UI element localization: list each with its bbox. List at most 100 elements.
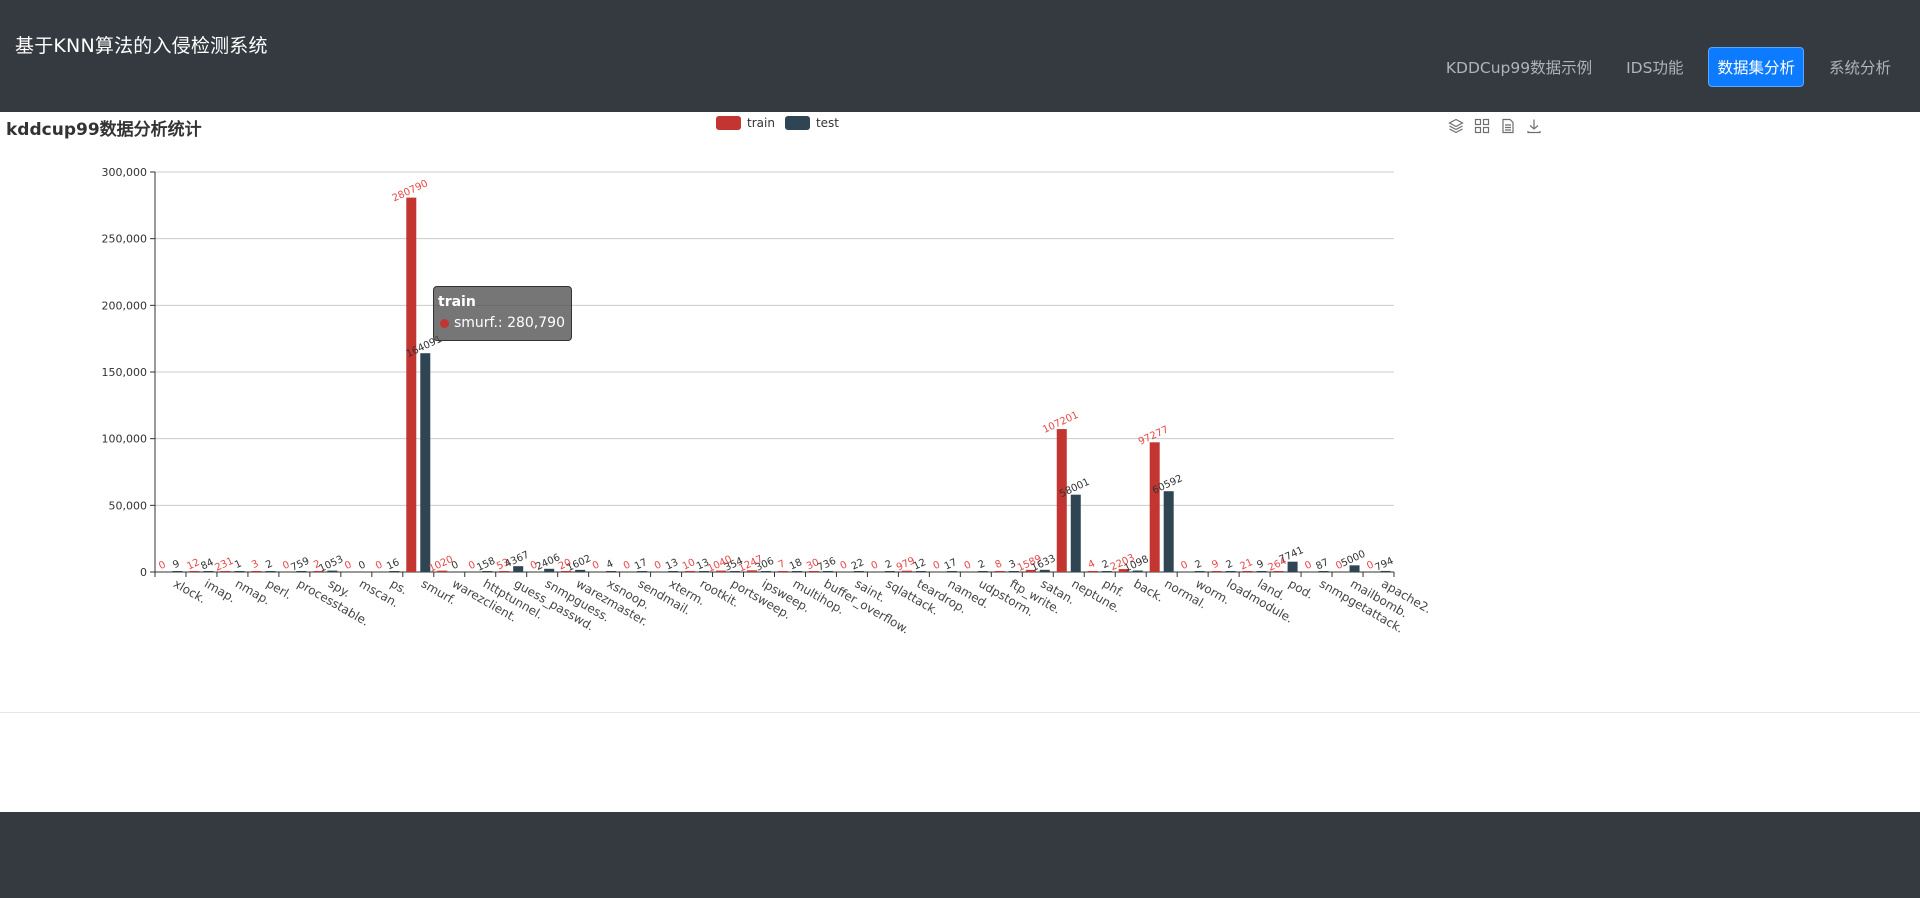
bar-test	[1318, 571, 1329, 572]
bar-test	[544, 568, 555, 572]
data-label-test: 87	[1314, 557, 1330, 572]
data-label-test: 3	[1008, 558, 1018, 571]
data-label-train: 0	[1365, 559, 1375, 572]
brand-title[interactable]: 基于KNN算法的入侵检测系统	[15, 35, 268, 57]
bar-train	[437, 570, 448, 572]
bar-chart: 0 50,000 100,000 150,000 200,000 250,000 300,0…	[102, 166, 1434, 637]
data-label-train: 12	[185, 557, 201, 572]
x-tick-label: back.	[1131, 576, 1166, 604]
data-label-test: 84	[199, 557, 215, 572]
grid-icon[interactable]	[1474, 118, 1490, 134]
data-label-train: 0	[653, 559, 663, 572]
data-label-train: 0	[591, 559, 601, 572]
section-divider	[0, 712, 1920, 713]
bar-train	[189, 571, 200, 572]
cube-icon[interactable]	[1448, 118, 1464, 134]
data-label-train: 9	[1210, 558, 1220, 571]
data-label-train: 8	[994, 558, 1004, 571]
x-tick-label: imap.	[202, 576, 238, 605]
bar-train	[499, 571, 510, 572]
bar-test	[699, 571, 710, 572]
data-label-train: 0	[870, 559, 880, 572]
bar-test	[977, 571, 988, 572]
data-label-train: 0	[1179, 559, 1189, 572]
data-label-train: 30	[805, 557, 821, 572]
bar-train	[685, 571, 696, 572]
y-tick-label: 0	[140, 566, 147, 579]
y-tick-label: 50,000	[109, 499, 148, 512]
tooltip-value: smurf.: 280,790	[454, 315, 565, 331]
legend-item-train[interactable]: train	[716, 116, 775, 130]
nav-item-ids-functions[interactable]: IDS功能	[1626, 59, 1684, 77]
data-label-train: 0	[622, 559, 632, 572]
bar-test	[1101, 571, 1112, 572]
bar-train	[716, 570, 727, 572]
bar-train	[220, 571, 231, 572]
data-label-train: 4	[1086, 558, 1096, 571]
bar-test	[327, 570, 338, 572]
bar-train	[561, 571, 572, 572]
data-label-test: 18	[788, 557, 804, 572]
bar-test	[730, 571, 741, 572]
data-label-train: 21	[1238, 557, 1254, 572]
bar-test	[1008, 571, 1019, 572]
bar-test	[853, 571, 864, 572]
legend-label-test: test	[815, 116, 839, 130]
data-label-train: 2	[312, 558, 322, 571]
data-label-test: 0	[357, 559, 367, 572]
y-tick-label: 300,000	[102, 166, 148, 179]
data-label-train: 0	[467, 559, 477, 572]
bar-train	[901, 570, 912, 572]
main-nav: KDDCup99数据示例 IDS功能 数据集分析 系统分析	[1421, 47, 1900, 87]
data-label-test: 9	[1255, 558, 1265, 571]
bar-test	[946, 571, 957, 572]
data-label-train: 0	[839, 559, 849, 572]
data-label-train: 10	[681, 557, 697, 572]
legend-label-train: train	[747, 116, 775, 130]
data-label-test: 12	[912, 557, 928, 572]
bar-train	[1118, 569, 1129, 572]
bar-test	[791, 571, 802, 572]
nav-item-kddcup99-examples[interactable]: KDDCup99数据示例	[1445, 59, 1593, 77]
bar-train	[251, 571, 262, 572]
bar-train	[1056, 429, 1067, 572]
chart-tooltip: train smurf.: 280,790	[433, 286, 572, 341]
data-label-test: 2	[884, 558, 894, 571]
data-label-test: 13	[664, 557, 680, 572]
bar-train	[747, 570, 758, 572]
y-tick-label: 150,000	[102, 366, 148, 379]
bar-train	[1087, 571, 1098, 572]
bar-test	[1163, 491, 1174, 572]
nav-item-dataset-analysis[interactable]: 数据集分析	[1708, 47, 1804, 87]
bar-test	[1225, 571, 1236, 572]
bar-test	[915, 571, 926, 572]
bar-test	[265, 571, 276, 572]
x-tick-label: nmap.	[233, 576, 273, 607]
bar-train	[777, 571, 788, 572]
chart-toolbox	[1448, 118, 1552, 134]
bar-train	[1025, 569, 1036, 572]
data-label-test: 9	[171, 558, 181, 571]
bar-test	[420, 353, 431, 572]
y-tick-label: 250,000	[102, 233, 148, 246]
bar-test	[389, 571, 400, 572]
tooltip-title: train	[438, 294, 476, 310]
data-label-test: 1	[233, 558, 243, 571]
data-label-test: 2	[264, 558, 274, 571]
y-tick-label: 100,000	[102, 433, 148, 446]
bar-test	[668, 571, 679, 572]
bar-train	[406, 197, 417, 572]
bar-train	[1242, 571, 1253, 572]
data-label-test: 0	[450, 559, 460, 572]
bar-test	[637, 571, 648, 572]
document-icon[interactable]	[1500, 118, 1516, 134]
bar-test	[1132, 570, 1143, 572]
legend-item-test[interactable]: test	[784, 116, 839, 130]
download-icon[interactable]	[1526, 118, 1542, 134]
bar-test	[1194, 571, 1205, 572]
chart-legend: train test	[716, 116, 849, 130]
data-label-train: 0	[1334, 559, 1344, 572]
data-label-train: 53	[495, 557, 511, 572]
bar-test	[1287, 561, 1298, 572]
nav-item-system-analysis[interactable]: 系统分析	[1828, 59, 1891, 77]
